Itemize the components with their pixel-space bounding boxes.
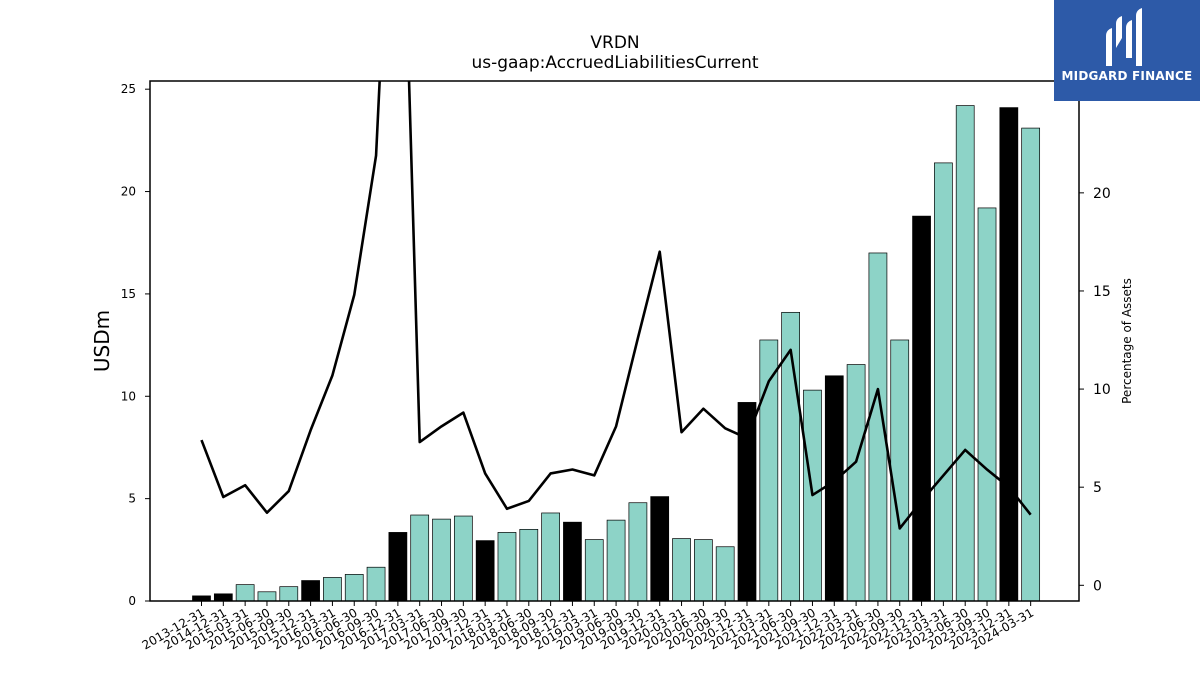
bar-2017-06-30 xyxy=(432,518,451,602)
y2-tick-label: 5 xyxy=(1093,480,1102,496)
bar-2022-12-31 xyxy=(912,215,931,602)
bar-2021-12-31 xyxy=(824,375,844,602)
y-tick-label: 20 xyxy=(121,185,136,199)
bar-2015-09-30 xyxy=(279,586,299,602)
bar-series xyxy=(192,105,1041,602)
bar-2018-06-30 xyxy=(519,528,539,602)
bar-2016-09-30 xyxy=(366,566,386,602)
bar-2023-03-31 xyxy=(934,162,953,602)
bar-2014-12-31 xyxy=(213,593,233,602)
y2-tick-label: 10 xyxy=(1093,382,1111,398)
y-axis-ticks: 0 5 10 15 20 25 xyxy=(121,82,150,608)
y-tick-label: 15 xyxy=(121,287,136,301)
bar-2017-03-31 xyxy=(410,514,430,602)
bar-2023-12-31 xyxy=(999,107,1019,602)
bar-2015-03-31 xyxy=(235,584,255,602)
logo-mark-icon xyxy=(1106,8,1142,66)
logo-text: MIDGARD FINANCE xyxy=(1061,69,1193,83)
y-axis-label: USDm xyxy=(90,310,114,372)
bar-2016-12-31 xyxy=(388,532,408,602)
bar-2016-06-30 xyxy=(344,574,364,602)
bar-2015-06-30 xyxy=(257,591,277,602)
bar-2015-12-31 xyxy=(301,580,320,602)
plot-frame xyxy=(149,80,1080,602)
bar-2023-09-30 xyxy=(977,207,997,602)
brand-logo: MIDGARD FINANCE xyxy=(1054,0,1200,101)
y-tick-label: 0 xyxy=(128,594,136,608)
bar-2019-09-30 xyxy=(628,502,648,602)
bar-2023-06-30 xyxy=(955,105,975,602)
bar-2024-03-31 xyxy=(1021,127,1041,602)
bar-2019-03-31 xyxy=(584,539,604,602)
bar-2019-12-31 xyxy=(650,496,670,602)
x-axis-ticks: 2013-12-312014-12-312015-03-312015-06-30… xyxy=(140,601,1036,652)
percentage-line xyxy=(200,81,1032,530)
bar-2018-09-30 xyxy=(541,512,560,602)
bar-2016-03-31 xyxy=(323,577,342,602)
bar-2013-12-31 xyxy=(192,595,211,602)
y2-tick-label: 20 xyxy=(1093,186,1111,202)
bar-2017-09-30 xyxy=(453,515,473,602)
bar-2018-03-31 xyxy=(497,532,517,602)
y2-tick-label: 0 xyxy=(1093,578,1102,594)
bar-2020-06-30 xyxy=(694,539,713,602)
bar-2020-09-30 xyxy=(715,546,735,602)
chart-subtitle: us-gaap:AccruedLiabilitiesCurrent xyxy=(471,53,758,73)
line-series xyxy=(200,81,1032,530)
bar-2017-12-31 xyxy=(475,540,495,602)
y-tick-label: 25 xyxy=(121,82,136,96)
bar-2018-12-31 xyxy=(563,521,582,602)
bar-2020-03-31 xyxy=(672,538,691,602)
bar-2022-03-31 xyxy=(846,364,866,602)
chart-title: VRDN xyxy=(590,33,639,53)
y-tick-label: 10 xyxy=(121,389,136,403)
y2-axis-label: Percentage of Assets xyxy=(1120,278,1134,404)
bar-2022-09-30 xyxy=(890,339,910,602)
y2-tick-label: 15 xyxy=(1093,284,1111,300)
bar-2020-12-31 xyxy=(737,402,757,602)
y-tick-label: 5 xyxy=(128,492,136,506)
y2-axis-ticks: 0 5 10 15 20 xyxy=(1079,186,1111,594)
bar-2019-06-30 xyxy=(606,519,626,602)
